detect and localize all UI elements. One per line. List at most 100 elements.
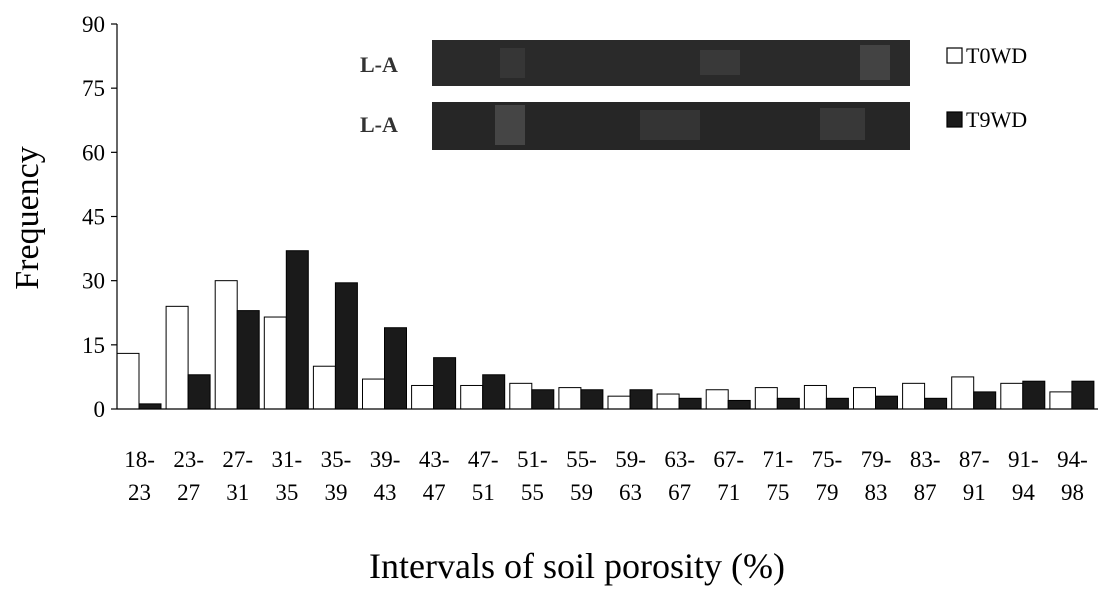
legend-label-t9wd: T9WD	[966, 107, 1027, 132]
bar-t0wd-2	[214, 280, 238, 410]
x-tick-label-top: 59-	[615, 447, 646, 472]
bar-t9wd-6	[433, 357, 457, 410]
inset-label-top: L-A	[360, 52, 398, 77]
bar-t0wd-3	[263, 316, 287, 410]
bar-t9wd-1	[187, 374, 211, 410]
x-tick-label-bottom: 83	[865, 480, 888, 505]
inset-label-bottom: L-A	[360, 112, 398, 137]
x-tick-label-top: 23-	[173, 447, 204, 472]
legend: T0WD T9WD	[946, 43, 1027, 132]
bar-t9wd-2	[236, 310, 260, 410]
x-tick-label-top: 18-	[124, 447, 155, 472]
legend-label-t0wd: T0WD	[966, 43, 1027, 68]
legend-swatch-t0wd	[946, 47, 963, 64]
bar-t9wd-3	[285, 250, 309, 410]
bar-t0wd-7	[460, 384, 484, 410]
x-tick-label-top: 55-	[566, 447, 597, 472]
y-axis-title: Frequency	[9, 146, 46, 290]
x-tick-label-bottom: 79	[815, 480, 838, 505]
bar-t9wd-0	[138, 403, 162, 410]
x-tick-label-bottom: 67	[668, 480, 691, 505]
legend-swatch-t9wd	[946, 111, 963, 128]
bar-t9wd-19	[1071, 380, 1095, 410]
x-tick-label-bottom: 27	[177, 480, 200, 505]
bar-t0wd-8	[509, 382, 533, 410]
x-tick-label-top: 71-	[763, 447, 794, 472]
x-tick-label-bottom: 51	[472, 480, 495, 505]
x-tick-label-top: 47-	[468, 447, 499, 472]
bar-t0wd-13	[754, 387, 778, 410]
x-tick-label-bottom: 31	[226, 480, 249, 505]
bar-t9wd-17	[973, 391, 997, 410]
x-tick-label-top: 91-	[1008, 447, 1039, 472]
bar-t0wd-19	[1049, 391, 1073, 410]
bar-t0wd-9	[558, 387, 582, 410]
bar-t9wd-18	[1022, 380, 1046, 410]
x-tick-label-top: 51-	[517, 447, 548, 472]
x-tick-label-bottom: 71	[717, 480, 740, 505]
x-tick-label-bottom: 59	[570, 480, 593, 505]
bar-t9wd-10	[629, 389, 653, 410]
bar-t0wd-5	[362, 378, 385, 410]
bars	[116, 250, 1095, 410]
x-tick-label-top: 63-	[664, 447, 695, 472]
y-tick-label: 45	[82, 205, 105, 230]
bar-t0wd-17	[951, 376, 975, 410]
bar-t9wd-8	[531, 389, 555, 410]
x-tick-label-bottom: 98	[1061, 480, 1084, 505]
y-tick-label: 30	[82, 269, 105, 294]
x-tick-label-bottom: 39	[324, 480, 347, 505]
bar-t9wd-16	[924, 397, 948, 410]
x-tick-label-bottom: 43	[374, 480, 397, 505]
bar-t0wd-11	[656, 393, 680, 410]
x-tick-label-bottom: 75	[766, 480, 789, 505]
x-tick-label-bottom: 35	[275, 480, 298, 505]
bar-t0wd-1	[165, 305, 189, 410]
x-axis-ticks: 18- 23 23- 27 27- 31 31- 35 35- 39 39- 43 43- 47 47- 51…	[124, 447, 1088, 505]
bar-t0wd-12	[705, 389, 729, 410]
bar-t9wd-9	[580, 389, 604, 410]
y-tick-label: 0	[94, 397, 106, 422]
x-tick-label-top: 39-	[370, 447, 401, 472]
bar-t0wd-6	[411, 384, 435, 410]
y-tick-label: 60	[82, 140, 105, 165]
y-tick-label: 90	[82, 12, 105, 37]
inset-soil-images: L-A L-A	[360, 40, 910, 150]
bar-t0wd-15	[853, 387, 876, 410]
x-tick-label-bottom: 55	[521, 480, 544, 505]
bar-t0wd-4	[312, 365, 336, 410]
x-tick-label-top: 27-	[222, 447, 253, 472]
x-tick-label-bottom: 63	[619, 480, 642, 505]
x-tick-label-top: 43-	[419, 447, 450, 472]
bar-t9wd-11	[678, 397, 702, 410]
x-axis-title: Intervals of soil porosity (%)	[369, 546, 785, 586]
bar-t0wd-0	[116, 352, 140, 410]
x-tick-label-top: 79-	[861, 447, 892, 472]
x-tick-label-top: 75-	[812, 447, 843, 472]
x-tick-label-top: 35-	[321, 447, 352, 472]
x-tick-label-bottom: 91	[963, 480, 986, 505]
bar-t9wd-7	[482, 374, 506, 410]
x-tick-label-top: 87-	[959, 447, 990, 472]
x-tick-label-top: 31-	[272, 447, 303, 472]
bar-t9wd-12	[727, 399, 751, 410]
bar-t0wd-16	[902, 382, 926, 410]
bar-t0wd-18	[1000, 382, 1024, 410]
y-axis-ticks: 0 15 30 45 60 75 90	[82, 12, 117, 422]
y-tick-label: 15	[82, 333, 105, 358]
x-tick-label-bottom: 87	[914, 480, 937, 505]
x-tick-label-bottom: 94	[1012, 480, 1036, 505]
x-tick-label-top: 83-	[910, 447, 941, 472]
x-tick-label-bottom: 23	[128, 480, 151, 505]
bar-t9wd-15	[875, 395, 898, 410]
bar-t9wd-14	[825, 397, 849, 410]
bar-t0wd-14	[803, 384, 827, 410]
y-tick-label: 75	[82, 76, 105, 101]
bar-t9wd-5	[384, 327, 407, 410]
x-tick-label-top: 67-	[713, 447, 744, 472]
bar-t0wd-10	[607, 395, 631, 410]
bar-t9wd-4	[334, 282, 358, 410]
x-tick-label-top: 94-	[1057, 447, 1088, 472]
x-tick-label-bottom: 47	[423, 480, 446, 505]
